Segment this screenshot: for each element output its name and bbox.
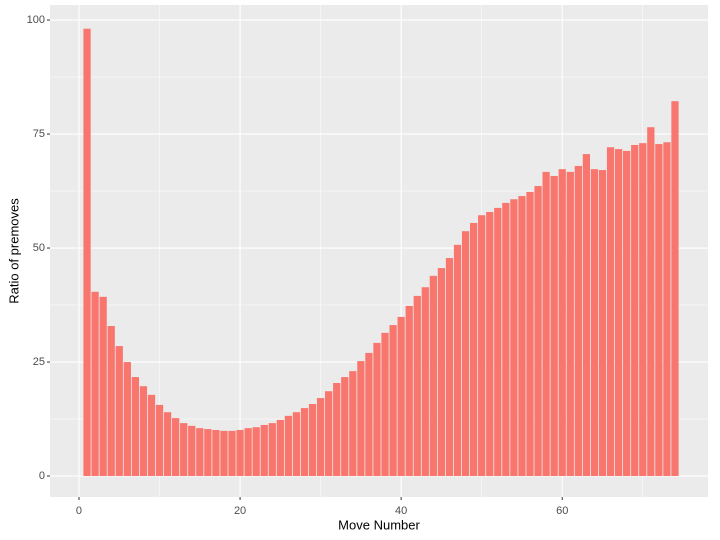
bar <box>494 207 502 477</box>
y-tick-label: 75 <box>33 128 45 140</box>
bars <box>83 28 679 477</box>
bar <box>445 258 454 477</box>
bar <box>333 383 341 477</box>
bar <box>91 291 99 477</box>
bar <box>268 423 276 477</box>
bar <box>83 28 91 477</box>
bar <box>389 325 397 477</box>
bar <box>550 175 558 477</box>
x-tick-label: 40 <box>395 505 407 517</box>
bar <box>107 326 115 477</box>
bar <box>172 418 180 477</box>
bar <box>461 231 470 477</box>
bar <box>196 428 204 477</box>
bar <box>220 430 228 477</box>
bar <box>437 268 446 477</box>
bar <box>188 425 196 477</box>
bar <box>381 332 389 477</box>
bar <box>131 377 139 477</box>
bar <box>623 150 631 477</box>
bar <box>397 316 405 477</box>
bar <box>526 191 534 477</box>
bar <box>663 142 671 477</box>
y-tick-label: 0 <box>39 470 45 482</box>
bar <box>139 386 148 477</box>
bar <box>510 199 518 477</box>
bar <box>558 169 566 477</box>
bar <box>582 154 591 477</box>
bar <box>163 412 172 477</box>
y-tick-label: 100 <box>27 14 45 26</box>
bar <box>180 423 188 477</box>
bar <box>99 296 107 477</box>
bar <box>276 419 284 477</box>
bar <box>470 222 478 477</box>
y-axis-title: Ratio of premoves <box>6 198 21 304</box>
bar <box>405 305 413 477</box>
bar <box>212 429 220 477</box>
y-tick-label: 50 <box>33 242 45 254</box>
bar <box>260 424 268 477</box>
bar <box>534 186 542 477</box>
bar <box>598 170 607 477</box>
bar <box>655 144 663 477</box>
bar <box>574 165 582 477</box>
bar <box>486 212 494 477</box>
bar <box>429 275 437 477</box>
bar <box>123 362 131 477</box>
bar <box>115 346 123 477</box>
bar <box>147 394 156 477</box>
x-tick-label: 20 <box>234 505 246 517</box>
bar <box>502 202 510 477</box>
bar <box>244 428 252 477</box>
bar <box>453 244 462 477</box>
bar <box>316 398 325 477</box>
x-axis-title: Move Number <box>338 517 420 532</box>
bar <box>349 371 357 477</box>
bar <box>518 196 526 477</box>
bar <box>357 361 365 477</box>
x-tick-label: 0 <box>76 505 82 517</box>
bar <box>413 295 421 477</box>
bar <box>542 171 550 477</box>
bar <box>284 415 293 477</box>
bar <box>252 427 260 477</box>
bar <box>228 430 236 477</box>
bar <box>373 342 381 477</box>
bar <box>639 143 647 477</box>
bar <box>341 377 349 477</box>
bar <box>300 408 309 477</box>
bar <box>155 404 164 477</box>
bar <box>325 391 333 477</box>
bar <box>590 169 599 477</box>
bar <box>606 147 615 477</box>
bar <box>236 429 244 477</box>
bar <box>292 412 301 477</box>
bar <box>308 403 317 477</box>
bar <box>478 215 486 477</box>
x-tick-label: 60 <box>556 505 568 517</box>
bar <box>566 171 574 477</box>
bar <box>647 127 655 477</box>
bar <box>421 287 429 477</box>
bar <box>631 144 639 477</box>
bar <box>614 149 623 477</box>
y-tick-label: 25 <box>33 356 45 368</box>
bar <box>671 101 679 477</box>
bar <box>204 429 212 477</box>
bar <box>365 352 373 477</box>
